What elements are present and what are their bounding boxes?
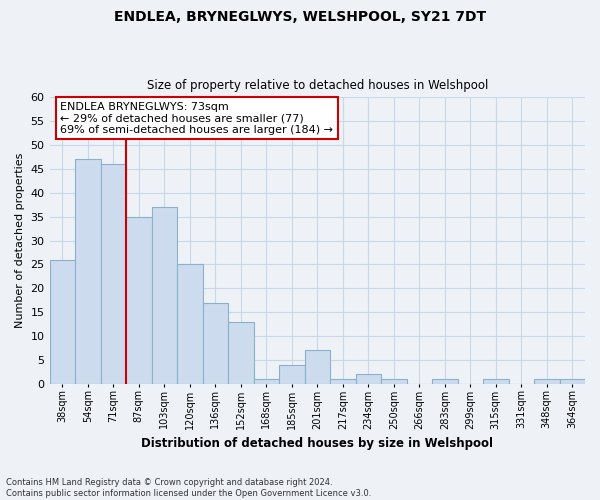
Bar [483, 379, 509, 384]
Text: ENDLEA, BRYNEGLWYS, WELSHPOOL, SY21 7DT: ENDLEA, BRYNEGLWYS, WELSHPOOL, SY21 7DT [114, 10, 486, 24]
Bar [279, 364, 305, 384]
Title: Size of property relative to detached houses in Welshpool: Size of property relative to detached ho… [146, 79, 488, 92]
Bar [330, 379, 356, 384]
Bar [228, 322, 254, 384]
Bar [203, 302, 228, 384]
Text: ENDLEA BRYNEGLWYS: 73sqm
← 29% of detached houses are smaller (77)
69% of semi-d: ENDLEA BRYNEGLWYS: 73sqm ← 29% of detach… [60, 102, 333, 135]
Bar [152, 207, 177, 384]
Bar [560, 379, 585, 384]
Y-axis label: Number of detached properties: Number of detached properties [15, 153, 25, 328]
Bar [356, 374, 381, 384]
Text: Contains HM Land Registry data © Crown copyright and database right 2024.
Contai: Contains HM Land Registry data © Crown c… [6, 478, 371, 498]
Bar [75, 160, 101, 384]
Bar [534, 379, 560, 384]
Bar [381, 379, 407, 384]
Bar [101, 164, 126, 384]
Bar [50, 260, 75, 384]
X-axis label: Distribution of detached houses by size in Welshpool: Distribution of detached houses by size … [141, 437, 493, 450]
Bar [126, 216, 152, 384]
Bar [254, 379, 279, 384]
Bar [177, 264, 203, 384]
Bar [432, 379, 458, 384]
Bar [305, 350, 330, 384]
